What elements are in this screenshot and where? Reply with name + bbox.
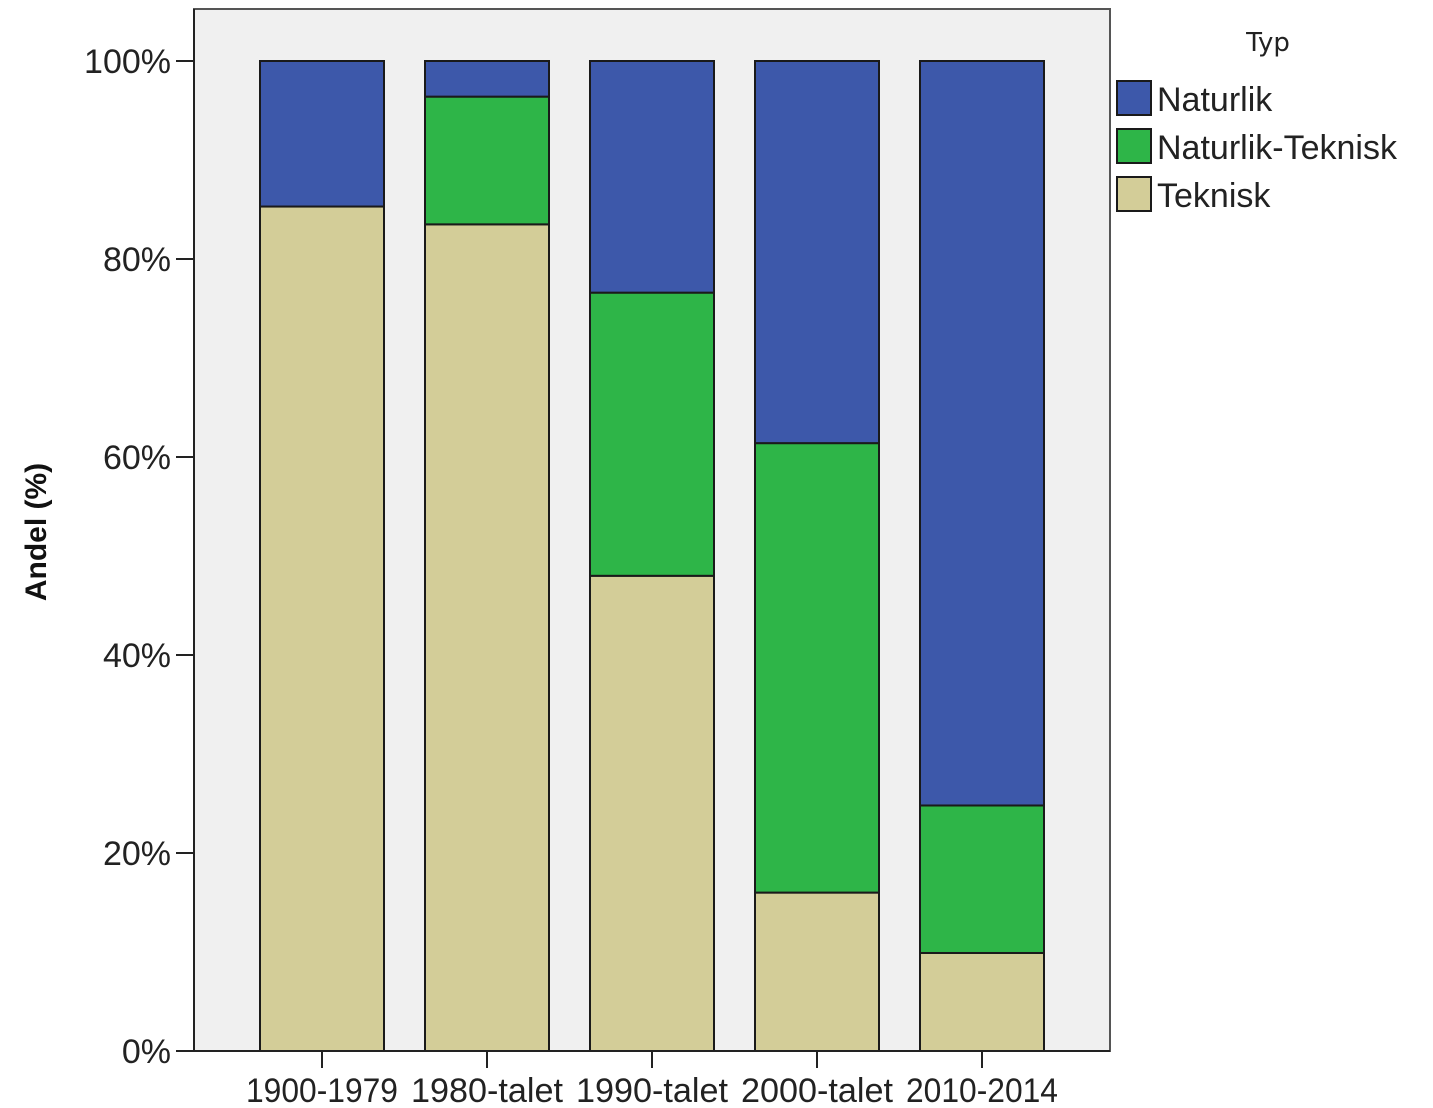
legend-label-teknisk: Teknisk: [1157, 177, 1271, 215]
x-tick-label: 1900-1979: [246, 1072, 398, 1108]
bar-teknisk-1980-talet: [424, 223, 550, 1053]
legend: Typ Naturlik Naturlik-Teknisk Teknisk: [1116, 28, 1398, 215]
bar-teknisk-2000-talet: [754, 891, 880, 1052]
bar-teknisk-1900-1979: [259, 205, 385, 1052]
axes-group: 0% 20% 40% 60% 80% 100% 1900-1979 1980-talet 199…: [84, 9, 1110, 1108]
bar-naturlik-teknisk-2000-talet: [754, 442, 880, 894]
legend-swatch-naturlik-teknisk: [1116, 128, 1152, 164]
bar-naturlik-1980-talet: [424, 60, 550, 98]
x-tick-label: 1980-talet: [411, 1072, 564, 1108]
y-tick-label: 20%: [103, 835, 171, 873]
bar-naturlik-2000-talet: [754, 60, 880, 445]
legend-title: Typ: [1245, 28, 1290, 58]
y-tick-label: 60%: [103, 439, 171, 477]
bar-naturlik-2010-2014: [919, 60, 1045, 807]
bar-teknisk-2010-2014: [919, 951, 1045, 1052]
y-tick-label: 100%: [84, 43, 171, 81]
bar-naturlik-teknisk-1990-talet: [589, 291, 715, 577]
legend-label-naturlik: Naturlik: [1157, 81, 1273, 119]
y-tick-label: 40%: [103, 637, 171, 675]
x-tick-label: 2000-talet: [741, 1072, 894, 1108]
y-tick-label: 0%: [122, 1033, 171, 1071]
bar-naturlik-1990-talet: [589, 60, 715, 294]
bar-naturlik-teknisk-1980-talet: [424, 95, 550, 226]
y-tick-label: 80%: [103, 241, 171, 279]
x-tick-label: 2010-2014: [906, 1072, 1058, 1108]
bars-group: [259, 60, 1045, 1053]
legend-swatch-naturlik: [1116, 80, 1152, 116]
legend-swatch-teknisk: [1116, 176, 1152, 212]
legend-label-naturlik-teknisk: Naturlik-Teknisk: [1157, 129, 1398, 167]
x-tick-label: 1990-talet: [576, 1072, 729, 1108]
bar-teknisk-1990-talet: [589, 574, 715, 1052]
y-axis-label: Andel (%): [20, 463, 53, 601]
bar-naturlik-teknisk-2010-2014: [919, 804, 1045, 954]
bar-naturlik-1900-1979: [259, 60, 385, 208]
